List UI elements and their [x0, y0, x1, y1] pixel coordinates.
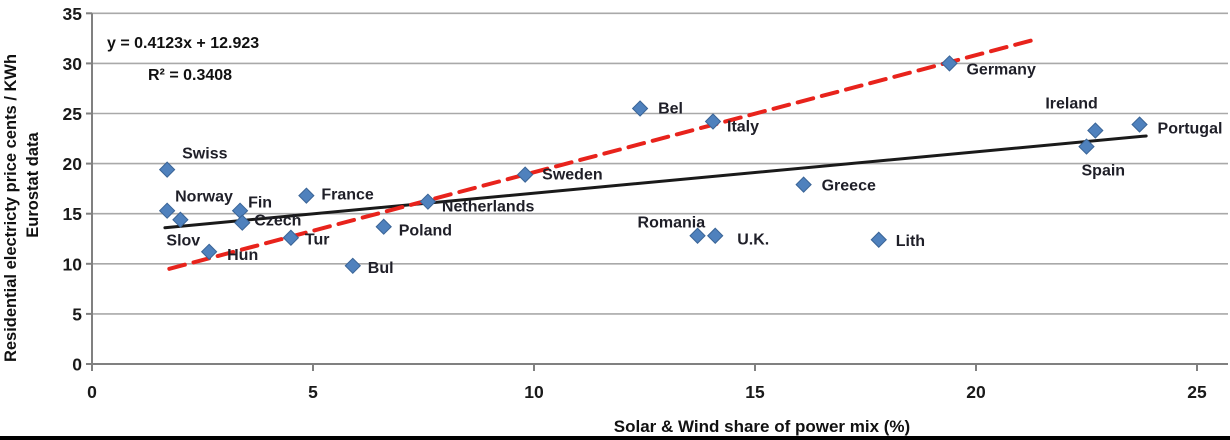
data-label-slov: Slov	[166, 233, 200, 250]
data-point-portugal	[1131, 116, 1148, 133]
data-point-germany	[941, 55, 958, 72]
x-tick-label-10: 10	[524, 382, 544, 402]
data-point-czech	[234, 214, 251, 231]
data-point-italy	[704, 113, 722, 130]
data-point-romania	[689, 227, 706, 244]
data-label-bel: Bel	[658, 100, 683, 117]
bottom-border	[0, 436, 1230, 440]
x-tick-label-15: 15	[745, 382, 765, 402]
data-label-lith: Lith	[896, 233, 925, 250]
data-point-tur	[282, 229, 300, 246]
data-label-romania: Romania	[638, 215, 706, 232]
data-label-ireland: Ireland	[1045, 96, 1097, 113]
data-label-portugal: Portugal	[1158, 121, 1223, 138]
black-linear-fit	[163, 134, 1148, 230]
data-label-czech: Czech	[254, 213, 301, 230]
data-label-italy: Italy	[727, 119, 759, 136]
x-tick-label-0: 0	[87, 382, 97, 402]
y-tick-label-30: 30	[63, 54, 83, 74]
data-point-spain	[1078, 138, 1095, 155]
data-point-swiss	[158, 161, 176, 178]
r-squared-label: R² = 0.3408	[148, 67, 232, 84]
y-tick-label-5: 5	[72, 304, 82, 324]
data-point-lith	[870, 231, 887, 248]
data-point-slov	[172, 211, 189, 228]
y-tick-label-15: 15	[63, 204, 83, 224]
data-point-norway	[158, 202, 176, 219]
equation-label: y = 0.4123x + 12.923	[107, 35, 259, 52]
y-axis-title-line1: Residential electricty price cents / KWh	[2, 54, 20, 362]
data-label-norway: Norway	[175, 189, 233, 206]
data-label-hun: Hun	[227, 247, 258, 264]
data-label-spain: Spain	[1082, 163, 1126, 180]
data-point-greece	[795, 176, 812, 193]
data-point-fin	[231, 202, 249, 219]
y-tick-label-10: 10	[63, 254, 83, 274]
data-label-netherlands: Netherlands	[442, 199, 535, 216]
data-label-swiss: Swiss	[182, 146, 227, 163]
data-point-france	[298, 187, 315, 204]
y-tick-label-0: 0	[72, 355, 82, 375]
data-point-poland	[375, 218, 392, 235]
x-tick-label-25: 25	[1187, 382, 1207, 402]
x-tick-label-5: 5	[308, 382, 318, 402]
x-tick-label-20: 20	[966, 382, 986, 402]
data-point-ireland	[1087, 122, 1104, 139]
y-tick-label-35: 35	[63, 4, 83, 24]
red-dashed-fit	[167, 37, 1038, 271]
data-point-bel	[631, 100, 649, 117]
data-point-netherlands	[419, 193, 437, 210]
data-label-u-k: U.K.	[737, 232, 769, 249]
data-point-bul	[344, 257, 361, 275]
data-point-hun	[200, 243, 218, 260]
data-label-germany: Germany	[966, 61, 1035, 78]
data-label-tur: Tur	[305, 232, 330, 249]
data-label-bul: Bul	[368, 260, 394, 277]
data-label-france: France	[321, 187, 374, 204]
data-point-sweden	[516, 166, 534, 183]
y-tick-label-20: 20	[63, 154, 83, 174]
data-label-greece: Greece	[822, 178, 876, 195]
data-label-fin: Fin	[248, 195, 272, 212]
data-point-u-k	[707, 227, 724, 244]
data-label-poland: Poland	[399, 223, 452, 240]
y-axis-title-line2: Eurostat data	[24, 131, 42, 237]
x-axis-title: Solar & Wind share of power mix (%)	[614, 417, 910, 436]
data-label-sweden: Sweden	[542, 167, 602, 184]
y-tick-label-25: 25	[63, 104, 83, 124]
